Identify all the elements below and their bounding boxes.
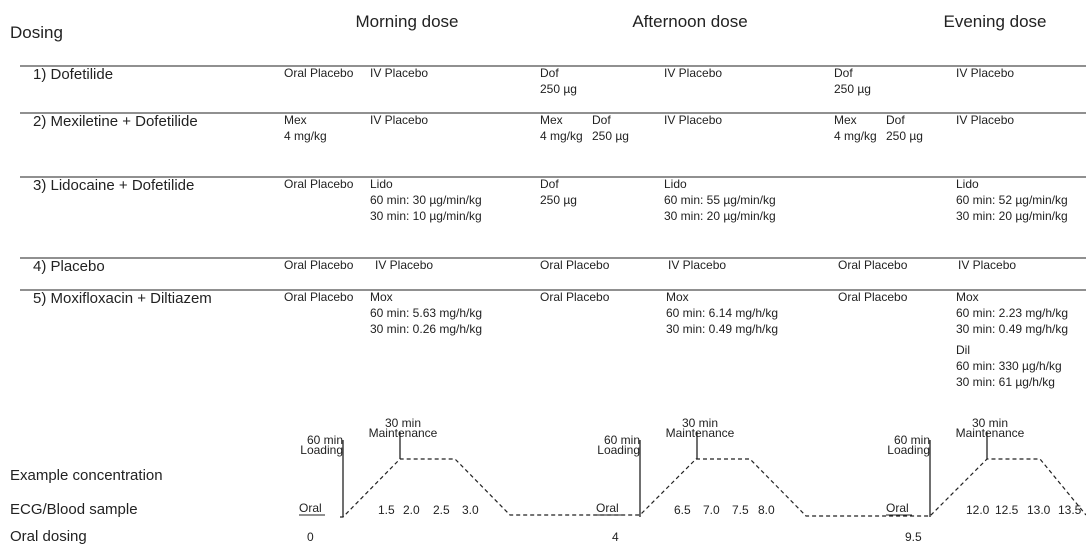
cell-text: 250 µg [540,193,577,207]
sample-time: 6.5 [674,503,691,517]
cell-text: IV Placebo [375,258,433,272]
oral-time: 9.5 [905,530,922,544]
cell-text: IV Placebo [370,66,428,80]
cell-text: 4 mg/kg [540,129,583,143]
sample-time: 8.0 [758,503,775,517]
sample-time: 13.5 [1058,503,1082,517]
cell-text: Dof [540,177,559,191]
cell-text: Oral Placebo [838,258,908,272]
row-label: 3) Lidocaine + Dofetilide [33,177,194,194]
loading-label: Loading [300,443,343,457]
cell-text: 60 min: 6.14 mg/h/kg [666,306,778,320]
cell-text: 250 µg [592,129,629,143]
cell-text: Lido [370,177,393,191]
row-label: 4) Placebo [33,258,105,275]
cell-text: 60 min: 55 µg/min/kg [664,193,776,207]
cell-text: Mex [284,113,307,127]
cell-text: 30 min: 0.26 mg/h/kg [370,322,482,336]
cell-text: 60 min: 5.63 mg/h/kg [370,306,482,320]
cell-text: Oral Placebo [284,290,354,304]
cell-text: Oral Placebo [540,258,610,272]
cell-text: 60 min: 52 µg/min/kg [956,193,1068,207]
cell-text: Dil [956,343,970,357]
sample-time: 3.0 [462,503,479,517]
cell-text: Lido [664,177,687,191]
cell-text: Oral Placebo [284,258,354,272]
profile-label: ECG/Blood sample [10,501,138,518]
period-header: Morning dose [355,12,458,31]
cell-text: Mox [370,290,393,304]
cell-text: Dof [540,66,559,80]
cell-text: IV Placebo [664,66,722,80]
oral-label: Oral [299,501,322,515]
profile-label: Oral dosing [10,528,87,545]
cell-text: IV Placebo [956,113,1014,127]
cell-text: IV Placebo [664,113,722,127]
loading-label: 60 min [307,433,343,447]
maintenance-label: Maintenance [956,426,1025,440]
cell-text: 30 min: 0.49 mg/h/kg [666,322,778,336]
cell-text: 30 min: 61 µg/h/kg [956,375,1055,389]
cell-text: 30 min: 0.49 mg/h/kg [956,322,1068,336]
sample-time: 2.0 [403,503,420,517]
cell-text: 30 min: 20 µg/min/kg [956,209,1068,223]
title: Dosing [10,23,63,42]
oral-time: 0 [307,530,314,544]
cell-text: Oral Placebo [540,290,610,304]
maintenance-label: 30 min [682,416,718,430]
cell-text: Mex [834,113,857,127]
cell-text: Oral Placebo [838,290,908,304]
cell-text: Lido [956,177,979,191]
sample-time: 2.5 [433,503,450,517]
profile-label: Example concentration [10,467,163,484]
cell-text: 30 min: 20 µg/min/kg [664,209,776,223]
cell-text: 250 µg [834,82,871,96]
oral-label: Oral [886,501,909,515]
cell-text: 30 min: 10 µg/min/kg [370,209,482,223]
row-label: 1) Dofetilide [33,66,113,83]
cell-text: 60 min: 330 µg/h/kg [956,359,1062,373]
maintenance-label: 30 min [972,416,1008,430]
cell-text: Dof [834,66,853,80]
sample-time: 7.5 [732,503,749,517]
row-label: 2) Mexiletine + Dofetilide [33,113,198,130]
period-header: Evening dose [943,12,1046,31]
cell-text: Dof [592,113,611,127]
cell-text: Oral Placebo [284,66,354,80]
cell-text: Mex [540,113,563,127]
sample-time: 12.5 [995,503,1019,517]
cell-text: 60 min: 2.23 mg/h/kg [956,306,1068,320]
sample-time: 13.0 [1027,503,1051,517]
oral-label: Oral [596,501,619,515]
maintenance-label: Maintenance [369,426,438,440]
maintenance-label: Maintenance [666,426,735,440]
cell-text: IV Placebo [668,258,726,272]
cell-text: IV Placebo [958,258,1016,272]
cell-text: 250 µg [886,129,923,143]
cell-text: 250 µg [540,82,577,96]
sample-time: 1.5 [378,503,395,517]
cell-text: Mox [666,290,689,304]
cell-text: 4 mg/kg [284,129,327,143]
maintenance-label: 30 min [385,416,421,430]
cell-text: 60 min: 30 µg/min/kg [370,193,482,207]
loading-label: Loading [887,443,930,457]
cell-text: Mox [956,290,979,304]
loading-label: Loading [597,443,640,457]
cell-text: Dof [886,113,905,127]
period-header: Afternoon dose [632,12,747,31]
cell-text: IV Placebo [956,66,1014,80]
oral-time: 4 [612,530,619,544]
cell-text: 4 mg/kg [834,129,877,143]
sample-time: 7.0 [703,503,720,517]
cell-text: IV Placebo [370,113,428,127]
sample-time: 12.0 [966,503,990,517]
loading-label: 60 min [894,433,930,447]
cell-text: Oral Placebo [284,177,354,191]
row-label: 5) Moxifloxacin + Diltiazem [33,290,212,307]
loading-label: 60 min [604,433,640,447]
